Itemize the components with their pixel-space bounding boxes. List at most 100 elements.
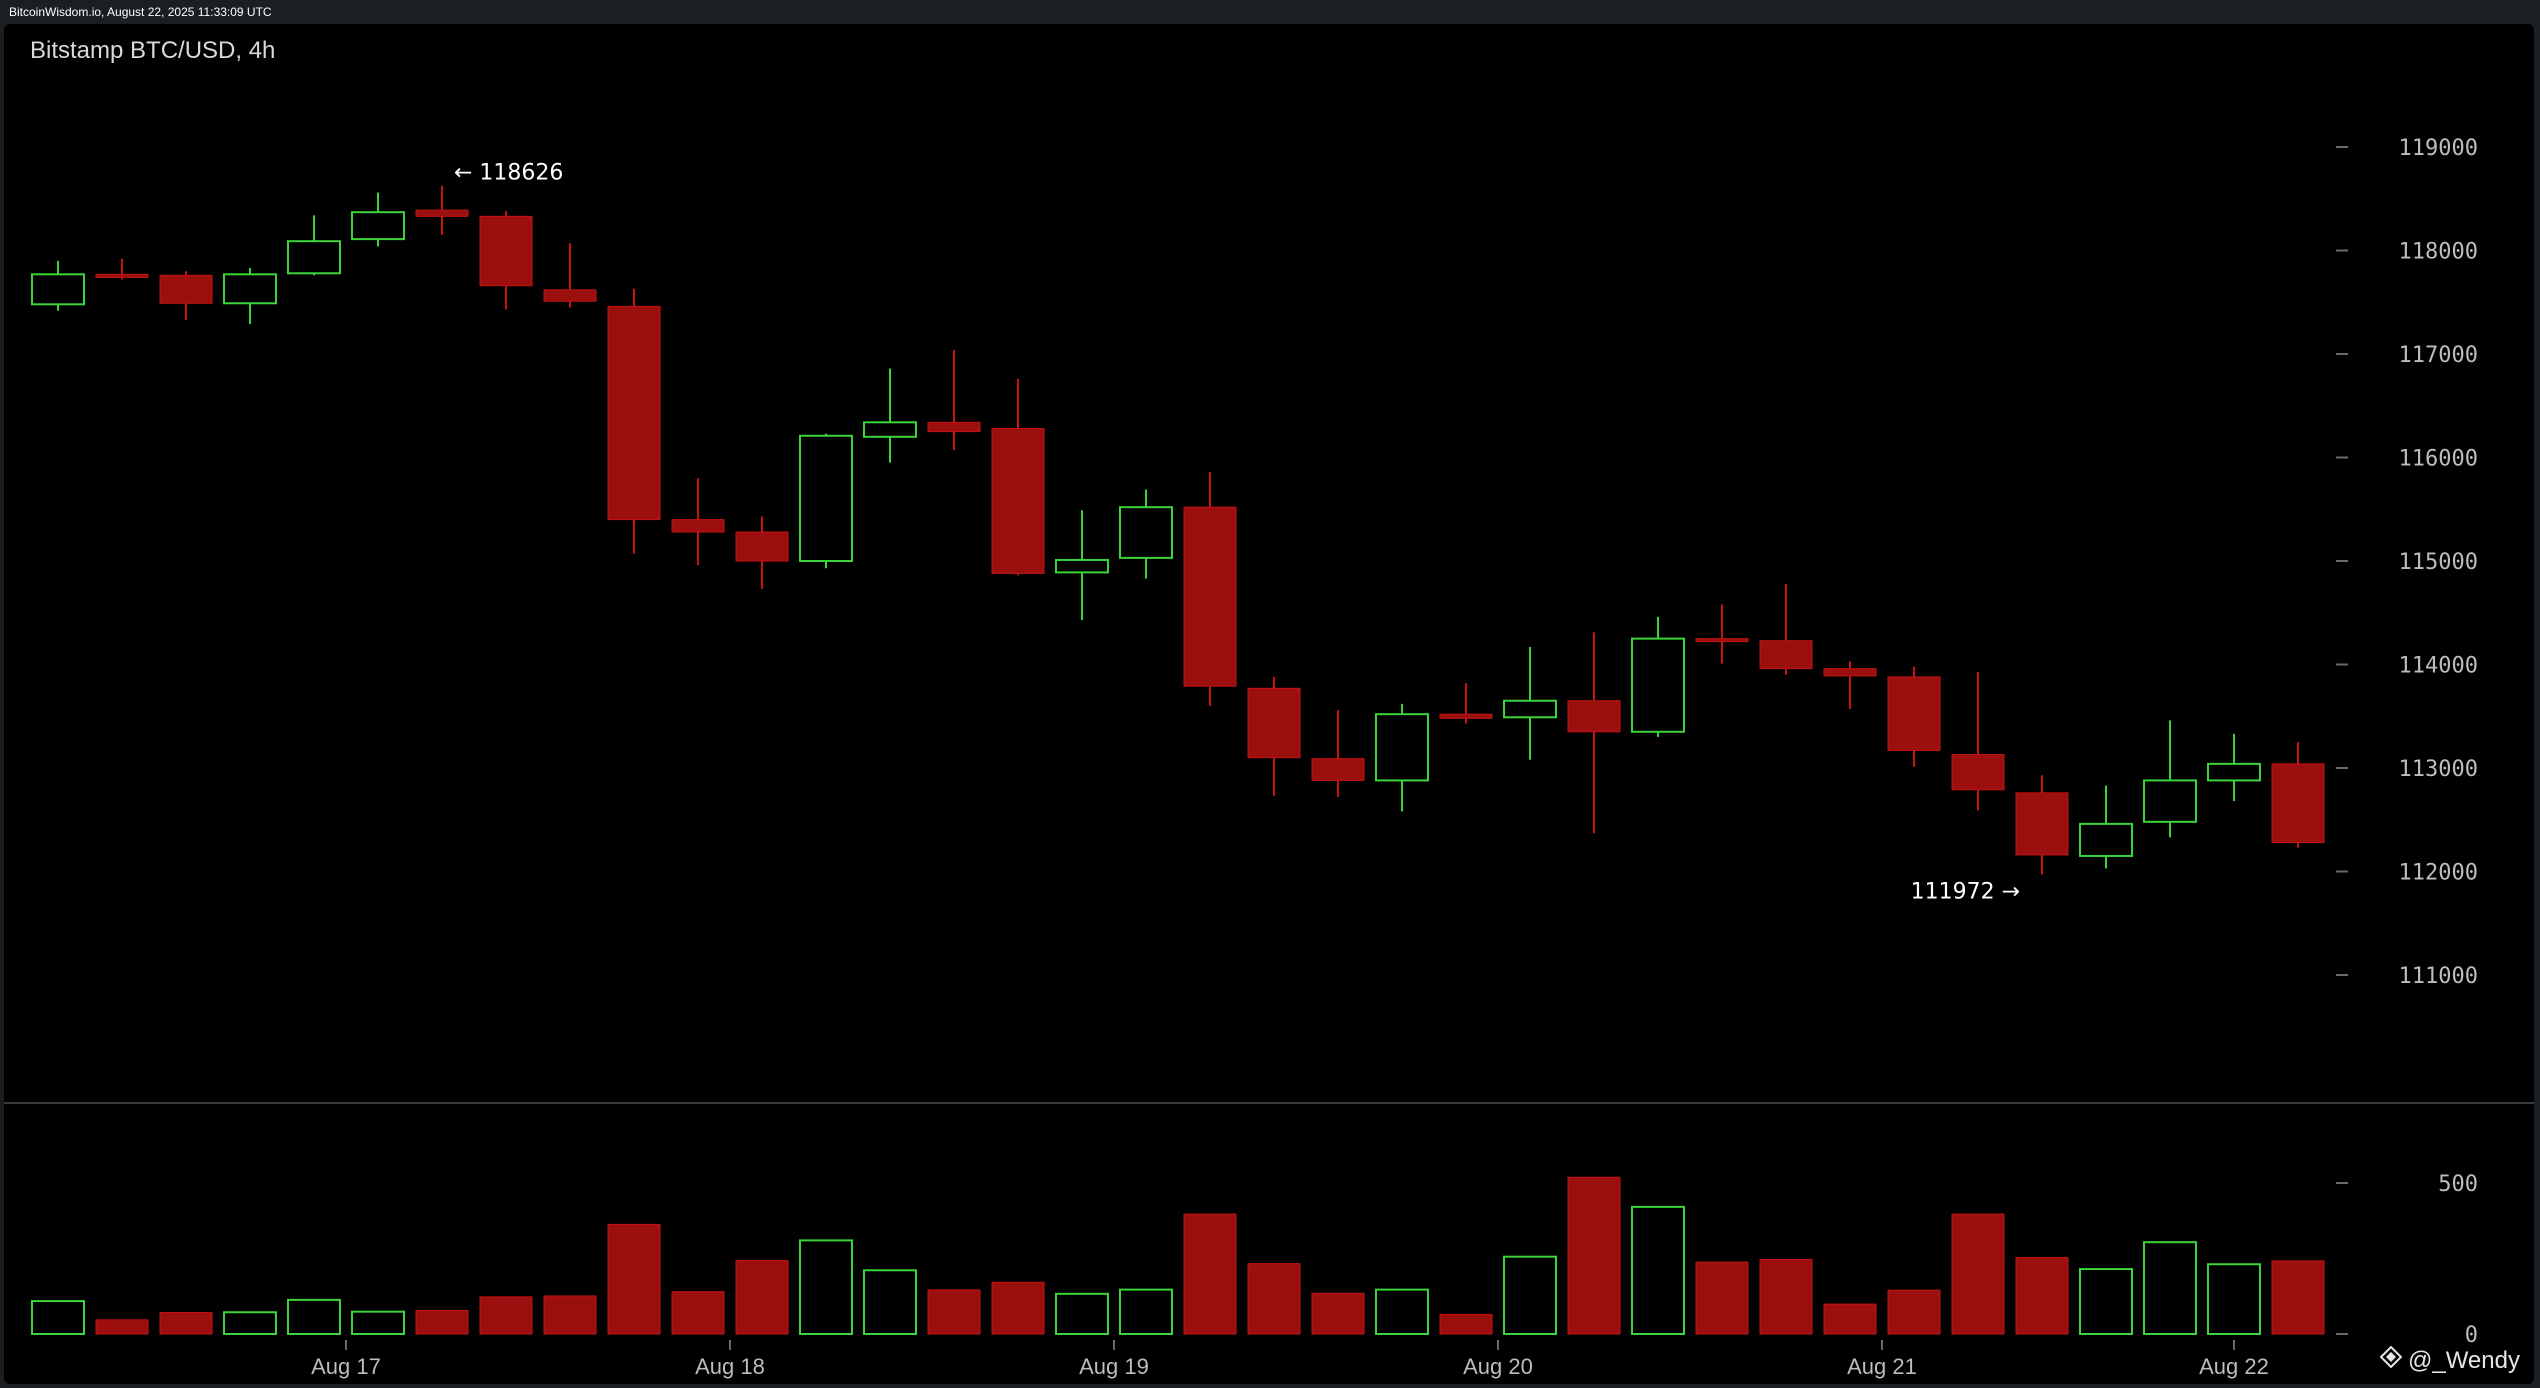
candle-body-down xyxy=(1759,640,1813,670)
candle xyxy=(991,378,1045,576)
candle xyxy=(95,258,149,280)
candle-body-down xyxy=(159,274,213,304)
volume-bar-down xyxy=(2271,1260,2325,1335)
candle xyxy=(543,243,597,308)
time-tick-label: Aug 18 xyxy=(695,1354,765,1379)
candle-body-up xyxy=(1375,713,1429,782)
candle-body-down xyxy=(1247,687,1301,759)
volume-bar-up xyxy=(31,1300,85,1336)
volume-bar-down xyxy=(1567,1176,1621,1335)
candle xyxy=(1375,703,1429,812)
volume-bar-up xyxy=(1055,1292,1109,1335)
candles xyxy=(31,185,2325,875)
volume-bar-down xyxy=(927,1289,981,1335)
candle-body-down xyxy=(415,209,469,217)
candle-body-down xyxy=(1439,713,1493,719)
candle xyxy=(1119,489,1173,579)
watermark: @_Wendy xyxy=(2379,1345,2520,1375)
candle xyxy=(1311,710,1365,797)
volume-bar-up xyxy=(2207,1263,2261,1336)
candle xyxy=(1887,666,1941,767)
candle xyxy=(31,260,85,311)
volume-bars xyxy=(31,1176,2325,1336)
candle xyxy=(927,349,981,451)
volume-bar-up xyxy=(2079,1268,2133,1335)
candle-body-down xyxy=(2271,763,2325,844)
candle xyxy=(2207,733,2261,802)
volume-bar-down xyxy=(1695,1261,1749,1335)
candle xyxy=(1695,604,1749,664)
volume-bar-down xyxy=(1759,1258,1813,1335)
volume-bar-down xyxy=(991,1281,1045,1335)
volume-bar-down xyxy=(95,1319,149,1335)
candle-body-up xyxy=(2079,822,2133,857)
candle-body-down xyxy=(2015,792,2069,856)
candle xyxy=(2271,742,2325,848)
volume-bar-up xyxy=(351,1310,405,1335)
volume-bar-up xyxy=(799,1239,853,1336)
candle-body-down xyxy=(1311,758,1365,781)
candle-body-up xyxy=(1055,558,1109,574)
chart-title: Bitstamp BTC/USD, 4h xyxy=(30,37,276,64)
candle xyxy=(1823,661,1877,710)
candle-body-up xyxy=(863,421,917,438)
candle-body-up xyxy=(351,211,405,241)
volume-bar-down xyxy=(1439,1313,1493,1335)
candle xyxy=(1759,583,1813,675)
candle-body-down xyxy=(991,428,1045,574)
volume-bar-up xyxy=(1119,1288,1173,1335)
candle xyxy=(2143,720,2197,838)
candle xyxy=(2079,785,2133,869)
high-price-label: ← 118626 xyxy=(454,161,563,186)
volume-bar-up xyxy=(1503,1255,1557,1335)
candle-body-down xyxy=(479,215,533,287)
price-tick-label: 119000 xyxy=(2399,136,2478,161)
watermark-text: @_Wendy xyxy=(2408,1347,2520,1374)
candle-body-down xyxy=(1823,668,1877,677)
candle-body-up xyxy=(2207,762,2261,782)
time-tick-label: Aug 20 xyxy=(1463,1354,1533,1379)
price-annotations: ← 118626 111972 → xyxy=(454,161,2020,905)
candle xyxy=(1055,510,1109,620)
candle xyxy=(287,215,341,276)
top-bar: BitcoinWisdom.io, August 22, 2025 11:33:… xyxy=(0,0,2540,24)
volume-bar-down xyxy=(1183,1213,1237,1335)
candle-body-up xyxy=(2143,779,2197,823)
diamond-logo-icon xyxy=(2379,1345,2403,1375)
candle xyxy=(1439,683,1493,724)
candle xyxy=(1247,676,1301,796)
candle-body-down xyxy=(1183,506,1237,687)
candle-body-up xyxy=(31,273,85,306)
candle xyxy=(799,433,853,569)
volume-bar-down xyxy=(1951,1213,2005,1335)
volume-bar-down xyxy=(671,1291,725,1335)
candle-body-up xyxy=(287,240,341,275)
price-tick-label: 117000 xyxy=(2399,343,2478,368)
price-tick-label: 111000 xyxy=(2399,964,2478,989)
candle-body-down xyxy=(1887,676,1941,751)
volume-bar-up xyxy=(1375,1288,1429,1335)
volume-bar-down xyxy=(1311,1292,1365,1335)
candle-body-down xyxy=(1567,700,1621,733)
candle-body-down xyxy=(735,531,789,562)
volume-axis-ticks: 0 500 xyxy=(2336,1172,2478,1348)
header-source-timestamp: BitcoinWisdom.io, August 22, 2025 11:33:… xyxy=(9,5,272,19)
candle xyxy=(479,211,533,310)
volume-bar-down xyxy=(543,1295,597,1335)
time-tick-label: Aug 17 xyxy=(311,1354,381,1379)
volume-bar-up xyxy=(863,1269,917,1335)
volume-bar-down xyxy=(1887,1289,1941,1335)
time-tick-label: Aug 19 xyxy=(1079,1354,1149,1379)
candle xyxy=(415,185,469,235)
candle xyxy=(671,478,725,566)
time-axis: Aug 17 Aug 18 Aug 19 Aug 20 Aug 21 Aug 22 xyxy=(311,1340,2269,1379)
candle-body-down xyxy=(1695,638,1749,643)
volume-bar-down xyxy=(159,1312,213,1335)
volume-bar-down xyxy=(1247,1263,1301,1335)
price-tick-label: 118000 xyxy=(2399,240,2478,265)
price-axis-ticks: 111000 112000 113000 114000 115000 116000 1170… xyxy=(2336,136,2478,989)
candle-body-down xyxy=(607,305,661,521)
candle-body-down xyxy=(927,421,981,433)
candle xyxy=(1567,632,1621,834)
